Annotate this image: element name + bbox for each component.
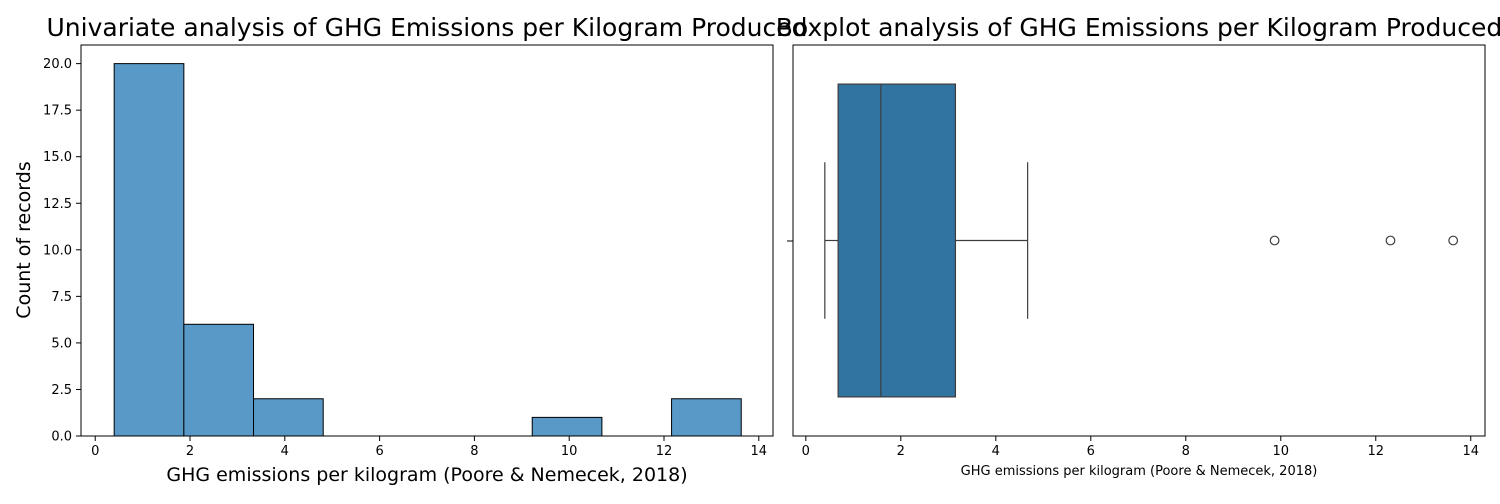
- histogram-x-tick-label: 8: [470, 444, 478, 459]
- boxplot-x-axis-label: GHG emissions per kilogram (Poore & Neme…: [961, 464, 1318, 479]
- histogram-bar: [671, 398, 742, 437]
- histogram-y-tick-label: 2.5: [51, 383, 72, 398]
- histogram-bars: [113, 63, 742, 437]
- boxplot-x-tick-label: 2: [897, 444, 905, 459]
- boxplot-x-tick-label: 10: [1272, 444, 1289, 459]
- boxplot-panel: 0 2 4 6 8 10 12 14 GHG emissions per kilogram (…: [776, 13, 1500, 479]
- boxplot-marks: [824, 83, 1459, 398]
- boxplot-x-tick-label: 0: [802, 444, 810, 459]
- histogram-y-tick-label: 15.0: [43, 150, 72, 165]
- histogram-x-axis-label: GHG emissions per kilogram (Poore & Neme…: [166, 464, 687, 486]
- histogram-y-axis-label: Count of records: [13, 161, 35, 318]
- histogram-x-tick-label: 14: [751, 444, 768, 459]
- boxplot-x-tick-label: 14: [1462, 444, 1479, 459]
- boxplot-x-ticks: 0 2 4 6 8 10 12 14: [802, 436, 1479, 459]
- histogram-bar: [183, 323, 255, 437]
- boxplot-outlier: [1269, 235, 1280, 246]
- histogram-title: Univariate analysis of GHG Emissions per…: [47, 13, 808, 42]
- histogram-x-tick-label: 2: [186, 444, 194, 459]
- histogram-x-tick-label: 10: [561, 444, 578, 459]
- histogram-y-tick-label: 20.0: [43, 57, 72, 72]
- histogram-y-tick-label: 5.0: [51, 336, 72, 351]
- histogram-x-tick-label: 0: [91, 444, 99, 459]
- boxplot-outlier: [1385, 235, 1396, 246]
- histogram-panel: 0 2 4 6 8 10 12 14 0.0 2.5 5.0 7.5 10.0 12.5 15.0 17.5…: [13, 13, 807, 486]
- boxplot-box: [837, 83, 957, 398]
- boxplot-x-tick-label: 8: [1182, 444, 1190, 459]
- histogram-plot-frame: [80, 44, 774, 437]
- boxplot-x-tick-label: 12: [1367, 444, 1384, 459]
- histogram-y-ticks: 0.0 2.5 5.0 7.5 10.0 12.5 15.0 17.5 20.0: [43, 57, 81, 445]
- boxplot-x-tick-label: 6: [1087, 444, 1095, 459]
- histogram-x-tick-label: 4: [281, 444, 289, 459]
- histogram-bar: [531, 416, 603, 437]
- boxplot-x-tick-label: 4: [992, 444, 1000, 459]
- histogram-bar: [113, 63, 185, 437]
- boxplot-title: Boxplot analysis of GHG Emissions per Ki…: [776, 13, 1500, 42]
- histogram-y-tick-label: 10.0: [43, 243, 72, 258]
- histogram-x-tick-label: 6: [375, 444, 383, 459]
- boxplot-outlier: [1448, 235, 1459, 246]
- histogram-y-tick-label: 7.5: [51, 290, 72, 305]
- histogram-y-tick-label: 12.5: [43, 197, 72, 212]
- histogram-y-tick-label: 17.5: [43, 104, 72, 119]
- histogram-x-tick-label: 12: [656, 444, 673, 459]
- histogram-x-ticks: 0 2 4 6 8 10 12 14: [91, 436, 767, 459]
- histogram-y-tick-label: 0.0: [51, 430, 72, 445]
- histogram-bar: [253, 398, 324, 437]
